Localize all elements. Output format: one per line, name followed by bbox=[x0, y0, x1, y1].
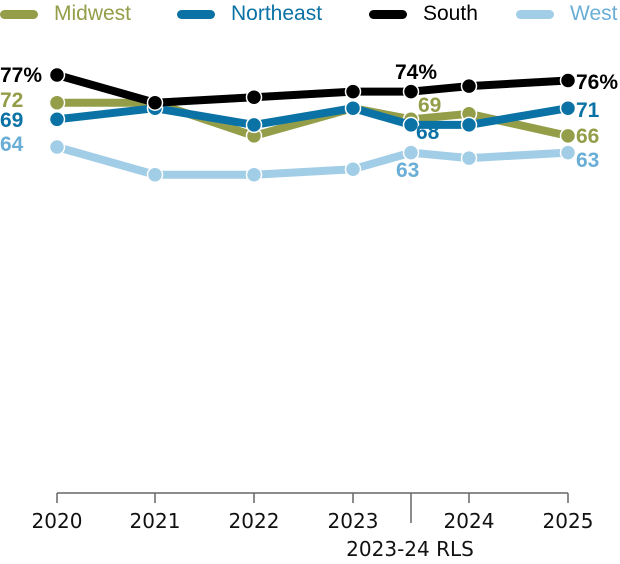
data-label-west: 63 bbox=[396, 159, 419, 182]
data-label-west: 64 bbox=[0, 133, 24, 156]
data-label-west: 63 bbox=[576, 149, 599, 172]
data-point-south bbox=[402, 83, 420, 100]
legend-item-midwest: Midwest bbox=[0, 2, 131, 26]
legend-label-south: South bbox=[423, 2, 478, 25]
data-point-west bbox=[48, 138, 66, 156]
series-line-west bbox=[55, 143, 569, 179]
legend-label-northeast: Northeast bbox=[231, 2, 323, 25]
data-point-south bbox=[460, 77, 478, 95]
series-west bbox=[48, 138, 577, 183]
x-tick-label: 2023 bbox=[328, 509, 379, 533]
data-point-west bbox=[402, 144, 420, 161]
data-label-midwest: 72 bbox=[0, 89, 23, 112]
data-point-midwest bbox=[559, 127, 577, 145]
data-point-northeast bbox=[402, 116, 420, 134]
legend-swatch-midwest bbox=[0, 9, 38, 19]
legend-item-west: West bbox=[516, 2, 617, 26]
data-point-west bbox=[344, 160, 362, 178]
data-point-northeast bbox=[559, 99, 577, 117]
x-axis: 2020 2021 2022 2023 2024 2025 2023-24 RLS bbox=[32, 492, 594, 561]
data-point-northeast bbox=[48, 111, 66, 128]
series-south bbox=[48, 66, 577, 111]
data-point-west bbox=[559, 144, 577, 161]
legend-swatch-northeast bbox=[177, 9, 215, 19]
legend: Midwest Northeast South West bbox=[0, 0, 620, 30]
data-point-northeast bbox=[344, 99, 362, 117]
data-point-west bbox=[146, 166, 164, 183]
legend-label-west: West bbox=[570, 2, 618, 25]
data-point-south bbox=[48, 66, 66, 84]
data-label-south: 74% bbox=[395, 61, 437, 84]
x-tick-label: 2024 bbox=[444, 509, 495, 533]
legend-label-midwest: Midwest bbox=[54, 2, 132, 25]
x-tick-label: 2021 bbox=[130, 509, 181, 533]
data-label-northeast: 68 bbox=[416, 121, 440, 144]
x-tick-label: 2025 bbox=[543, 509, 594, 533]
data-point-midwest bbox=[48, 94, 66, 111]
data-point-northeast bbox=[460, 116, 478, 134]
data-point-south bbox=[245, 88, 263, 106]
data-point-west bbox=[245, 166, 263, 183]
data-point-northeast bbox=[245, 116, 263, 134]
data-label-midwest: 69 bbox=[418, 94, 441, 117]
data-label-northeast: 69 bbox=[0, 109, 23, 132]
data-point-south bbox=[344, 83, 362, 100]
data-label-south: 77% bbox=[0, 64, 42, 87]
legend-item-south: South bbox=[369, 2, 478, 26]
data-label-south: 76% bbox=[576, 71, 618, 94]
data-label-northeast: 71 bbox=[576, 99, 600, 122]
legend-item-northeast: Northeast bbox=[177, 2, 322, 26]
data-point-west bbox=[460, 149, 478, 167]
data-label-midwest: 66 bbox=[576, 125, 599, 148]
data-point-south bbox=[559, 72, 577, 89]
x-tick-label: 2020 bbox=[32, 509, 83, 533]
legend-swatch-south bbox=[369, 9, 407, 19]
x-tick-label: 2022 bbox=[229, 509, 280, 533]
series-lines bbox=[48, 66, 577, 183]
legend-swatch-west bbox=[516, 9, 554, 19]
data-point-south bbox=[146, 94, 164, 111]
series-line-south bbox=[55, 71, 569, 107]
rls-annotation: 2023-24 RLS bbox=[346, 537, 474, 561]
